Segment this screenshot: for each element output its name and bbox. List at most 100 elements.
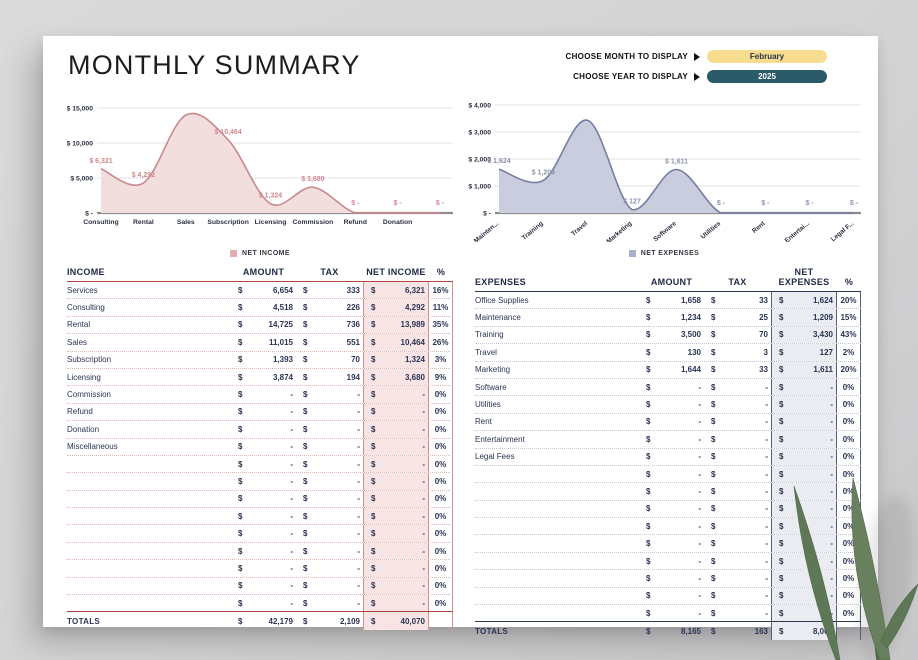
currency-symbol: $ bbox=[646, 295, 651, 305]
table-row: $ - $ - $ -0% bbox=[67, 455, 453, 474]
tax-cell: $ - bbox=[704, 605, 771, 621]
table-row: Training $3,500 $70 $3,430 43% bbox=[475, 326, 861, 345]
cell-value: - bbox=[698, 382, 701, 392]
table-row: Subscription $1,393 $70 $1,324 3% bbox=[67, 351, 453, 369]
net-cell: $6,321 bbox=[363, 282, 429, 299]
row-label: Rental bbox=[67, 320, 91, 330]
row-label bbox=[475, 501, 639, 517]
svg-text:Rent: Rent bbox=[751, 220, 767, 235]
currency-symbol: $ bbox=[779, 573, 784, 583]
net-cell: $ - bbox=[771, 500, 837, 518]
cell-value: 8,001 bbox=[812, 626, 833, 636]
net-cell: $ - bbox=[771, 431, 837, 448]
table-row: $ - $ - $ -0% bbox=[475, 535, 861, 553]
net-cell: $1,611 bbox=[771, 361, 837, 378]
currency-symbol: $ bbox=[646, 417, 651, 427]
tax-cell: $ - bbox=[704, 518, 771, 534]
cell-value: - bbox=[765, 452, 768, 462]
currency-symbol: $ bbox=[711, 591, 716, 601]
expenses-table: EXPENSES AMOUNT TAX NET EXPENSES% Office Sup… bbox=[475, 267, 861, 641]
net-expenses-area-plot: $ 4,000 $ 3,000 $ 2,000 $ 1,000 $ - $ 1,624 $ … bbox=[467, 96, 861, 247]
amount-cell: $1,644 bbox=[639, 362, 704, 378]
percent-cell: 0% bbox=[837, 465, 861, 483]
totals-percent-cell bbox=[837, 622, 861, 641]
currency-symbol: $ bbox=[303, 337, 308, 347]
tax-cell: $ - bbox=[296, 560, 363, 576]
totals-amount-cell: $8,165 bbox=[639, 622, 704, 640]
cell-value: - bbox=[698, 539, 701, 549]
percent-cell: 0% bbox=[429, 490, 453, 508]
totals-label: TOTALS bbox=[67, 616, 101, 626]
amount-cell: $ - bbox=[639, 396, 704, 412]
currency-symbol: $ bbox=[646, 591, 651, 601]
row-label bbox=[475, 553, 639, 569]
cell-value: 33 bbox=[759, 295, 768, 305]
cell-value: 3,874 bbox=[272, 372, 293, 382]
currency-symbol: $ bbox=[303, 616, 308, 626]
net-income-legend-label: NET INCOME bbox=[242, 250, 290, 257]
currency-symbol: $ bbox=[646, 608, 651, 618]
column-header: TAX bbox=[728, 277, 747, 287]
net-expenses-chart: $ 4,000 $ 3,000 $ 2,000 $ 1,000 $ - $ 1,624 $ … bbox=[467, 96, 861, 257]
percent-cell: 43% bbox=[837, 326, 861, 344]
percent-cell: 0% bbox=[837, 535, 861, 552]
cell-value: 194 bbox=[346, 372, 360, 382]
table-row: $ - $ - $ -0% bbox=[475, 465, 861, 484]
percent-cell: 0% bbox=[429, 438, 453, 455]
cell-value: - bbox=[830, 486, 833, 496]
currency-symbol: $ bbox=[238, 424, 243, 434]
amount-cell: $ - bbox=[231, 473, 296, 489]
tax-cell: $ - bbox=[704, 379, 771, 395]
amount-cell: $ - bbox=[639, 501, 704, 517]
currency-symbol: $ bbox=[371, 529, 376, 539]
totals-percent-cell bbox=[429, 612, 453, 631]
table-row: $ - $ - $ -0% bbox=[67, 473, 453, 491]
table-row: Travel $130 $3 $127 2% bbox=[475, 344, 861, 362]
row-label: Travel bbox=[475, 347, 497, 357]
svg-text:$ 10,464: $ 10,464 bbox=[214, 129, 241, 136]
row-label: Sales bbox=[67, 337, 88, 347]
cell-value: - bbox=[698, 608, 701, 618]
cell-value: 1,324 bbox=[404, 355, 425, 365]
svg-text:Subscription: Subscription bbox=[207, 219, 249, 226]
percent-cell: 0% bbox=[837, 500, 861, 518]
month-select[interactable]: February bbox=[707, 50, 827, 63]
currency-symbol: $ bbox=[779, 382, 784, 392]
currency-symbol: $ bbox=[646, 434, 651, 444]
cell-value: - bbox=[290, 442, 293, 452]
cell-value: - bbox=[422, 476, 425, 486]
tax-cell: $33 bbox=[704, 292, 771, 308]
cell-value: - bbox=[290, 494, 293, 504]
currency-symbol: $ bbox=[303, 390, 308, 400]
currency-symbol: $ bbox=[371, 546, 376, 556]
amount-cell: $ - bbox=[231, 525, 296, 541]
table-row: Office Supplies $1,658 $33 $1,624 20% bbox=[475, 292, 861, 310]
net-cell: $ - bbox=[771, 605, 837, 622]
svg-text:$ 5,000: $ 5,000 bbox=[70, 176, 93, 183]
net-cell: $ - bbox=[363, 438, 429, 455]
year-select[interactable]: 2025 bbox=[707, 70, 827, 83]
currency-symbol: $ bbox=[238, 476, 243, 486]
svg-text:Marketing: Marketing bbox=[605, 220, 633, 242]
currency-symbol: $ bbox=[303, 424, 308, 434]
currency-symbol: $ bbox=[371, 372, 376, 382]
svg-text:$ -: $ - bbox=[351, 200, 360, 207]
cell-value: 3,680 bbox=[404, 372, 425, 382]
cell-value: - bbox=[357, 407, 360, 417]
percent-cell: 0% bbox=[429, 525, 453, 542]
currency-symbol: $ bbox=[371, 511, 376, 521]
column-header: % bbox=[844, 277, 854, 287]
table-row: Entertainment $ - $ - $ -0% bbox=[475, 431, 861, 449]
row-label bbox=[67, 491, 231, 507]
cell-value: - bbox=[357, 598, 360, 608]
cell-value: - bbox=[765, 591, 768, 601]
currency-symbol: $ bbox=[238, 390, 243, 400]
net-cell: $ - bbox=[363, 473, 429, 490]
currency-symbol: $ bbox=[711, 469, 716, 479]
currency-symbol: $ bbox=[371, 563, 376, 573]
column-header: TAX bbox=[320, 267, 339, 277]
net-cell: $1,209 bbox=[771, 309, 837, 326]
choose-year-label: CHOOSE YEAR TO DISPLAY bbox=[573, 72, 688, 81]
amount-cell: $3,500 bbox=[639, 327, 704, 343]
amount-cell: $ - bbox=[231, 560, 296, 576]
